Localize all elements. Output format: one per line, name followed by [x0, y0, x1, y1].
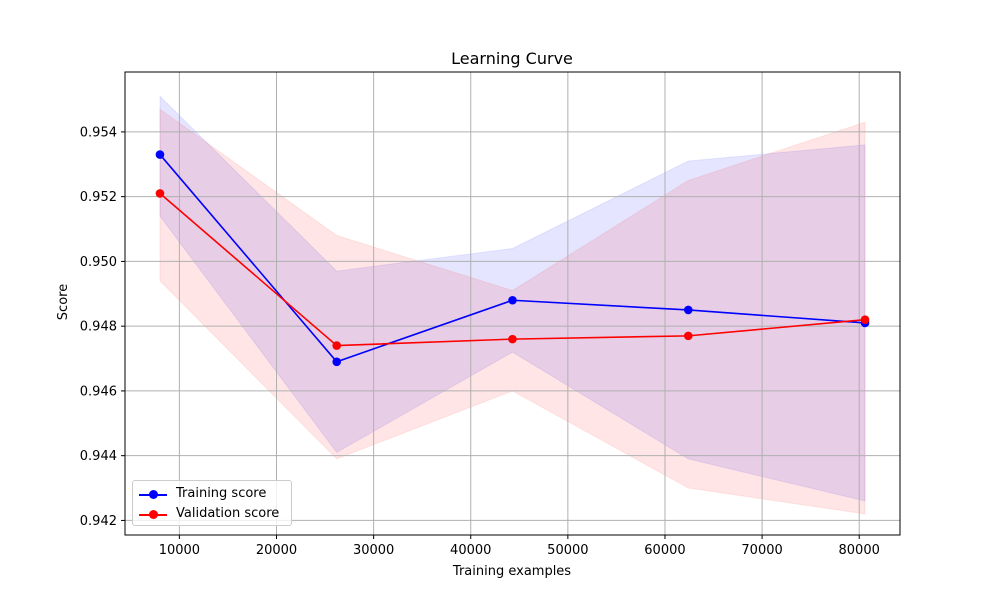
x-tick-label: 40000: [450, 543, 491, 558]
legend-marker-dot: [149, 510, 158, 519]
confidence-band-1: [159, 108, 866, 515]
y-tick-label: 0.950: [80, 255, 117, 270]
data-point: [332, 341, 342, 350]
y-tick-label: 0.942: [80, 514, 117, 529]
data-point: [683, 305, 693, 315]
confidence-bands: [159, 95, 866, 515]
y-tick-label: 0.944: [80, 449, 117, 464]
y-tick-label: 0.952: [80, 190, 117, 205]
series-markers: [155, 150, 870, 367]
y-axis-label: Score: [56, 284, 71, 320]
legend-label-validation: Validation score: [176, 506, 280, 521]
y-tick-label: 0.954: [80, 125, 117, 140]
y-tick-label: 0.948: [80, 320, 117, 335]
x-tick-label: 60000: [644, 543, 685, 558]
legend-entry-validation: Validation score: [133, 505, 293, 525]
x-tick-label: 20000: [256, 543, 297, 558]
x-tick-label: 10000: [159, 543, 200, 558]
x-tick-label: 70000: [741, 543, 782, 558]
data-point: [508, 334, 517, 344]
data-point: [155, 189, 165, 198]
y-tick-label: 0.946: [80, 384, 117, 399]
data-point: [155, 150, 165, 159]
legend: Training score Validation score: [132, 480, 292, 526]
data-point: [683, 331, 693, 341]
legend-marker-dot: [149, 490, 158, 499]
x-tick-label: 30000: [353, 543, 394, 558]
chart-title: Learning Curve: [451, 49, 573, 68]
legend-label-training: Training score: [176, 486, 267, 501]
data-point: [332, 357, 342, 367]
data-point: [508, 295, 517, 305]
axis-ticks: 10000 20000 30000 40000 50000 60000 70000 80000…: [80, 125, 880, 558]
x-axis-label: Training examples: [452, 564, 571, 579]
data-point: [860, 315, 870, 324]
x-tick-label: 80000: [839, 543, 880, 558]
plot-area-frame: [124, 71, 901, 536]
legend-entry-training: Training score: [133, 485, 293, 505]
x-tick-label: 50000: [547, 543, 588, 558]
